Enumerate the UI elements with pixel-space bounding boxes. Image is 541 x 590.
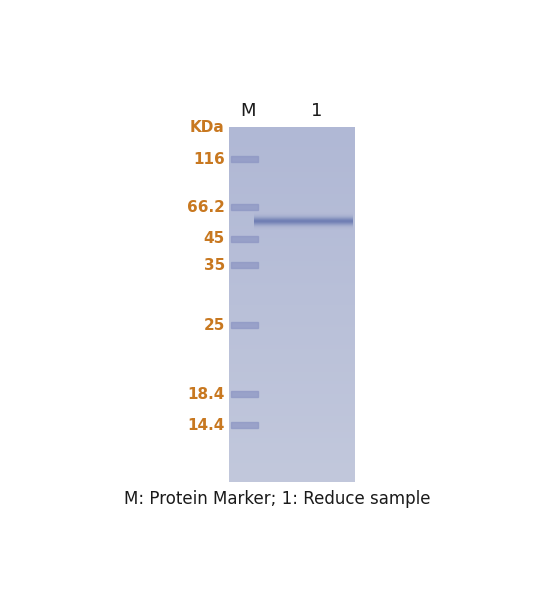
Text: 45: 45 (203, 231, 225, 247)
Bar (231, 204, 259, 210)
Bar (231, 422, 259, 428)
Bar (231, 236, 259, 242)
Text: 14.4: 14.4 (188, 418, 225, 432)
Text: 116: 116 (193, 152, 225, 167)
Bar (231, 322, 259, 328)
Text: M: Protein Marker; 1: Reduce sample: M: Protein Marker; 1: Reduce sample (124, 490, 431, 508)
Text: KDa: KDa (190, 120, 225, 135)
Text: 66.2: 66.2 (187, 199, 225, 215)
Text: 25: 25 (203, 317, 225, 333)
Text: 1: 1 (312, 102, 323, 120)
Bar (231, 391, 259, 397)
Text: M: M (240, 102, 256, 120)
Text: 18.4: 18.4 (188, 387, 225, 402)
Text: 35: 35 (203, 258, 225, 273)
Bar (231, 156, 259, 162)
Bar (231, 263, 259, 268)
